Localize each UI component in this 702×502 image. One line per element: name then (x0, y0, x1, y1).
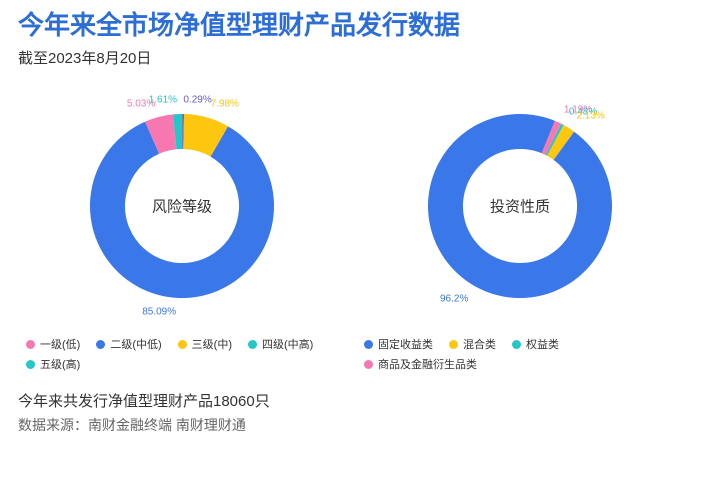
legend-dot-icon (26, 360, 35, 369)
legend-item: 商品及金融衍生品类 (364, 356, 477, 372)
legend-label: 三级(中) (192, 336, 232, 352)
legend-dot-icon (26, 340, 35, 349)
legend-item: 混合类 (449, 336, 496, 352)
footer-total-line: 今年来共发行净值型理财产品18060只 (18, 390, 684, 414)
legend-dot-icon (364, 360, 373, 369)
legend-invest: 固定收益类 混合类 权益类商品及金融衍生品类 (356, 336, 684, 380)
legend-dot-icon (96, 340, 105, 349)
legend-label: 权益类 (526, 336, 559, 352)
donut-svg (52, 76, 312, 336)
page-subtitle: 截至2023年8月20日 (18, 47, 684, 68)
legend-label: 二级(中低) (110, 336, 161, 352)
donut-slice (428, 114, 612, 298)
legend-item: 五级(高) (26, 356, 80, 372)
legend-risk: 一级(低) 二级(中低) 三级(中) 四级(中高) 五级(高) (18, 336, 346, 380)
donut-wrap-invest: 投资性质 96.2%1.19%0.48%2.13% (390, 76, 650, 336)
legend-item: 固定收益类 (364, 336, 433, 352)
legend-item: 三级(中) (178, 336, 232, 352)
legend-item: 权益类 (512, 336, 559, 352)
legend-label: 四级(中高) (262, 336, 313, 352)
legend-dot-icon (512, 340, 521, 349)
footer: 今年来共发行净值型理财产品18060只 数据来源：南财金融终端 南财理财通 (18, 390, 684, 436)
legend-dot-icon (248, 340, 257, 349)
legend-label: 一级(低) (40, 336, 80, 352)
legend-item: 一级(低) (26, 336, 80, 352)
legend-label: 混合类 (463, 336, 496, 352)
legend-dot-icon (178, 340, 187, 349)
legend-label: 五级(高) (40, 356, 80, 372)
legend-dot-icon (364, 340, 373, 349)
chart-investment-type: 投资性质 96.2%1.19%0.48%2.13% 固定收益类 混合类 权益类商品及… (356, 76, 684, 380)
legend-item: 二级(中低) (96, 336, 161, 352)
footer-source: 数据来源：南财金融终端 南财理财通 (18, 414, 684, 436)
donut-svg (390, 76, 650, 336)
donut-wrap-risk: 风险等级 85.09%5.03%1.61%0.29%7.98% (52, 76, 312, 336)
legend-label: 固定收益类 (378, 336, 433, 352)
charts-row: 风险等级 85.09%5.03%1.61%0.29%7.98% 一级(低) 二级(… (18, 76, 684, 380)
legend-item: 四级(中高) (248, 336, 313, 352)
chart-risk-level: 风险等级 85.09%5.03%1.61%0.29%7.98% 一级(低) 二级(… (18, 76, 346, 380)
legend-dot-icon (449, 340, 458, 349)
page-title: 今年来全市场净值型理财产品发行数据 (18, 10, 684, 41)
legend-label: 商品及金融衍生品类 (378, 356, 477, 372)
